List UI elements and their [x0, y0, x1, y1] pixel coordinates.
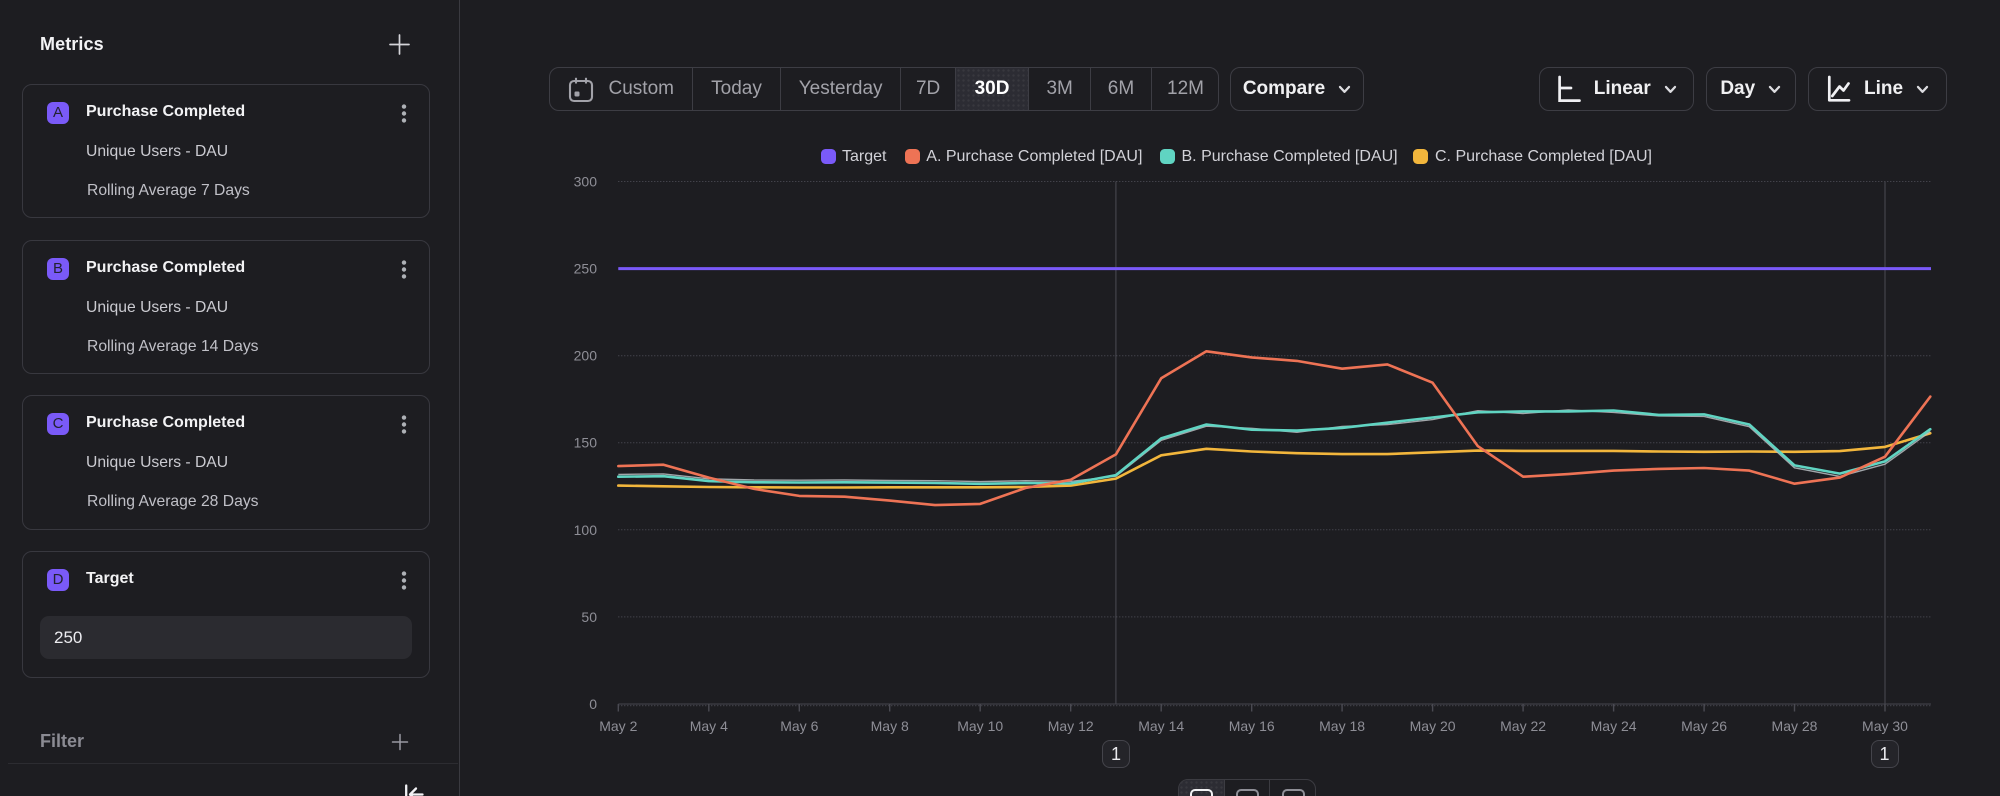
svg-text:300: 300	[574, 174, 598, 190]
svg-text:May 16: May 16	[1229, 718, 1275, 734]
svg-text:May 2: May 2	[599, 718, 637, 734]
svg-text:200: 200	[574, 348, 598, 364]
svg-text:150: 150	[574, 435, 598, 451]
svg-text:May 24: May 24	[1591, 718, 1637, 734]
svg-text:May 22: May 22	[1500, 718, 1546, 734]
svg-text:May 26: May 26	[1681, 718, 1727, 734]
svg-text:May 18: May 18	[1319, 718, 1365, 734]
svg-text:May 6: May 6	[780, 718, 818, 734]
svg-text:50: 50	[581, 609, 597, 625]
svg-text:250: 250	[574, 261, 598, 277]
svg-text:May 30: May 30	[1862, 718, 1908, 734]
svg-text:100: 100	[574, 522, 598, 538]
svg-text:May 12: May 12	[1048, 718, 1094, 734]
svg-text:May 20: May 20	[1410, 718, 1456, 734]
svg-text:May 4: May 4	[690, 718, 728, 734]
svg-text:May 28: May 28	[1772, 718, 1818, 734]
svg-text:May 8: May 8	[871, 718, 909, 734]
svg-text:May 14: May 14	[1138, 718, 1184, 734]
svg-text:0: 0	[589, 696, 597, 712]
svg-text:May 10: May 10	[957, 718, 1003, 734]
